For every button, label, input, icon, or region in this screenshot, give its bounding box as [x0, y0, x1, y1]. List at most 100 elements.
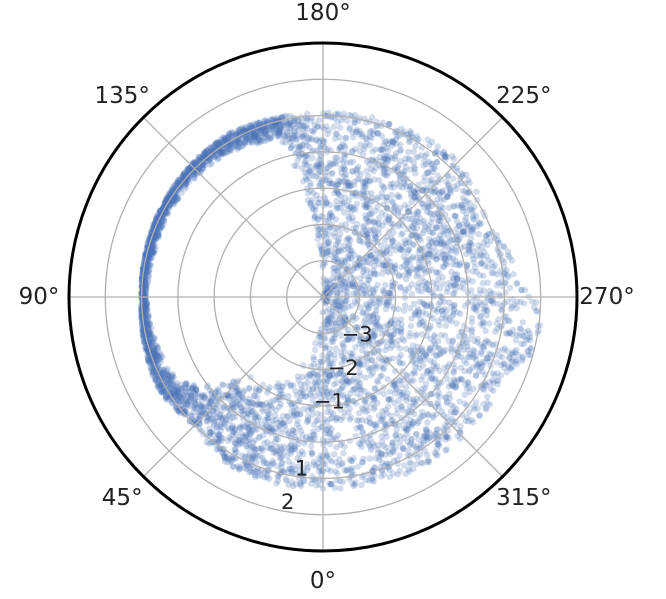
scatter-point [274, 448, 281, 455]
scatter-point [390, 139, 397, 147]
scatter-point [434, 452, 441, 459]
scatter-point [272, 122, 279, 129]
scatter-point [482, 371, 489, 379]
scatter-point [172, 184, 180, 192]
scatter-point [450, 155, 458, 162]
scatter-point [416, 350, 424, 357]
scatter-point [225, 130, 232, 137]
scatter-point [349, 480, 356, 487]
scatter-point [353, 224, 360, 232]
scatter-point [428, 374, 435, 382]
scatter-point [169, 184, 176, 192]
scatter-point [307, 179, 314, 187]
scatter-point [464, 353, 471, 361]
scatter-point [229, 456, 236, 463]
scatter-point [190, 382, 197, 389]
scatter-point [209, 428, 216, 435]
scatter-point [249, 138, 256, 145]
scatter-point [150, 345, 157, 352]
scatter-point [417, 451, 424, 458]
scatter-point [361, 290, 368, 297]
scatter-point [424, 202, 431, 209]
scatter-point [388, 287, 395, 294]
scatter-point [401, 418, 408, 425]
scatter-point [337, 205, 344, 212]
scatter-point [148, 244, 155, 251]
scatter-point [167, 385, 174, 392]
scatter-point [299, 122, 306, 129]
scatter-point [402, 164, 410, 171]
scatter-point [350, 206, 357, 213]
scatter-point [323, 379, 330, 387]
scatter-point [169, 197, 177, 205]
scatter-point [392, 432, 399, 439]
scatter-point [479, 359, 486, 366]
scatter-point [450, 183, 458, 190]
scatter-point [209, 431, 217, 438]
scatter-point [264, 416, 272, 424]
scatter-point [337, 349, 345, 356]
scatter-point [155, 231, 162, 238]
scatter-point [414, 270, 421, 278]
scatter-point [156, 355, 163, 362]
scatter-point [427, 160, 434, 168]
scatter-point [271, 129, 278, 137]
scatter-point [302, 174, 309, 181]
scatter-point [350, 225, 357, 232]
scatter-point [352, 128, 359, 136]
scatter-point [189, 164, 197, 172]
scatter-point [252, 454, 259, 462]
scatter-point [433, 446, 441, 453]
scatter-point [470, 346, 477, 354]
scatter-point [453, 249, 460, 256]
scatter-point [429, 315, 437, 322]
scatter-point [341, 298, 349, 306]
scatter-point [187, 393, 194, 400]
scatter-point [272, 397, 280, 404]
scatter-point [175, 391, 182, 399]
scatter-point [155, 380, 162, 388]
scatter-point [245, 123, 253, 130]
scatter-point [239, 433, 246, 440]
scatter-point [483, 252, 490, 260]
scatter-point [168, 374, 175, 381]
scatter-point [276, 126, 283, 133]
scatter-point [279, 138, 286, 146]
scatter-point [204, 154, 212, 162]
scatter-point [389, 139, 397, 146]
scatter-point [156, 207, 164, 215]
scatter-point [426, 346, 434, 353]
scatter-point [446, 299, 453, 306]
scatter-point [397, 141, 404, 148]
scatter-point [233, 448, 240, 455]
scatter-point [235, 137, 242, 144]
scatter-point [286, 118, 294, 126]
scatter-point [304, 162, 311, 169]
scatter-point [274, 472, 281, 479]
scatter-point [257, 137, 264, 144]
scatter-point [310, 369, 318, 377]
scatter-point [494, 381, 501, 388]
scatter-point [163, 209, 170, 216]
scatter-point [191, 390, 199, 397]
scatter-point [267, 135, 274, 142]
scatter-point [402, 256, 410, 264]
scatter-point [400, 307, 408, 314]
scatter-point [163, 370, 171, 378]
scatter-point [419, 459, 426, 467]
scatter-point [359, 459, 366, 466]
scatter-point [184, 166, 191, 173]
scatter-point [235, 390, 242, 398]
scatter-point [333, 202, 340, 209]
scatter-point [147, 250, 154, 257]
scatter-point [314, 373, 322, 380]
scatter-point [338, 117, 345, 124]
scatter-point [403, 260, 410, 267]
scatter-point [283, 112, 290, 120]
scatter-point [275, 383, 282, 390]
scatter-point [443, 288, 451, 295]
scatter-point [360, 189, 368, 196]
scatter-point [255, 400, 262, 407]
scatter-point [145, 326, 152, 333]
scatter-point [200, 404, 207, 411]
